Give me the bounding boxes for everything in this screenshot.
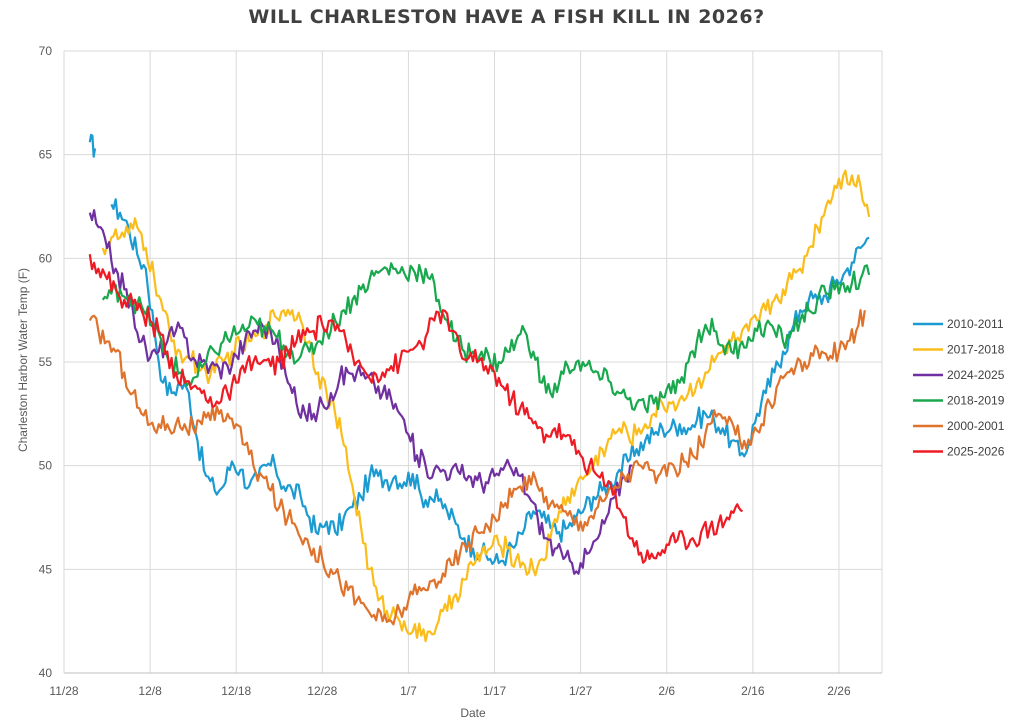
x-tick-label: 1/17: [483, 684, 507, 698]
series-lines: [88, 133, 871, 643]
chart-title: WILL CHARLESTON HAVE A FISH KILL IN 2026…: [248, 6, 765, 28]
series-line-2010-2011: [88, 133, 97, 158]
y-axis-label: Charleston Harbor Water Temp (F): [16, 268, 30, 452]
x-axis-label: Date: [460, 706, 486, 720]
axes: 40 45 50 55 60 65 70 11/28 12/8 12/18 12/28 1/7 1/17…: [39, 44, 882, 698]
y-tick-label: 40: [39, 666, 53, 680]
series-line-2018-2019: [101, 262, 871, 414]
x-tick-label: 12/28: [307, 684, 337, 698]
series-line-2010-2011: [110, 198, 870, 567]
x-tick-label: 12/18: [221, 684, 251, 698]
y-tick-label: 70: [39, 44, 53, 58]
x-tick-label: 12/8: [138, 684, 162, 698]
x-tick-label: 11/28: [49, 684, 78, 698]
x-tick-label: 2/6: [658, 684, 675, 698]
x-tick-label: 2/26: [827, 684, 851, 698]
y-tick-label: 55: [39, 355, 53, 369]
series-line-2000-2001: [88, 309, 866, 626]
y-tick-label: 60: [39, 251, 53, 265]
y-tick-label: 65: [39, 148, 53, 162]
series-line-2025-2026: [88, 254, 744, 564]
series-line-2017-2018: [101, 169, 871, 643]
legend-label: 2000-2001: [947, 419, 1005, 433]
x-tick-label: 2/16: [741, 684, 765, 698]
x-tick-label: 1/7: [400, 684, 417, 698]
legend-label: 2025-2026: [947, 445, 1005, 459]
y-tick-label: 50: [39, 459, 53, 473]
legend-label: 2017-2018: [947, 343, 1005, 357]
legend-label: 2018-2019: [947, 394, 1005, 408]
legend-label: 2010-2011: [947, 317, 1004, 331]
legend: 2010-2011 2017-2018 2024-2025 2018-2019 2000…: [913, 317, 1005, 459]
x-tick-label: 1/27: [569, 684, 593, 698]
legend-label: 2024-2025: [947, 368, 1005, 382]
series-line-2024-2025: [88, 209, 633, 575]
y-tick-label: 45: [39, 562, 53, 576]
